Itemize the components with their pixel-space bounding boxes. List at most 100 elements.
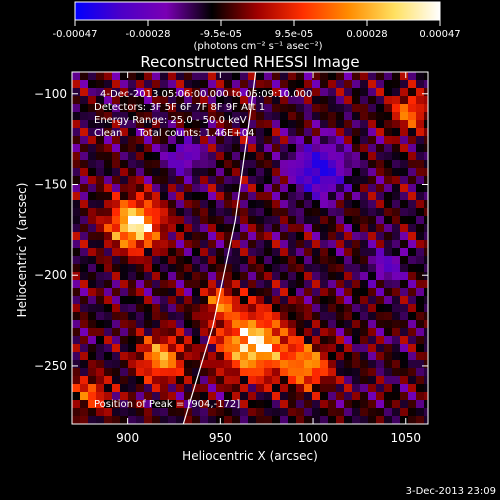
heatmap-cell bbox=[96, 160, 105, 169]
heatmap-cell bbox=[200, 360, 209, 369]
heatmap-cell bbox=[200, 80, 209, 89]
heatmap-cell bbox=[128, 288, 137, 297]
heatmap-cell bbox=[416, 416, 425, 424]
heatmap-cell bbox=[240, 128, 249, 137]
heatmap-cell bbox=[192, 248, 201, 257]
heatmap-cell bbox=[280, 264, 289, 273]
heatmap-cell bbox=[136, 136, 145, 145]
heatmap-cell bbox=[184, 256, 193, 265]
heatmap-cell bbox=[208, 272, 217, 281]
heatmap-cell bbox=[304, 160, 313, 169]
heatmap-cell bbox=[288, 88, 297, 97]
heatmap-cell bbox=[320, 312, 329, 321]
heatmap-cell bbox=[280, 360, 289, 369]
heatmap-cell bbox=[216, 136, 225, 145]
heatmap-cell bbox=[360, 304, 369, 313]
heatmap-cell bbox=[160, 288, 169, 297]
heatmap-cell bbox=[304, 136, 313, 145]
heatmap-cell bbox=[264, 112, 273, 121]
heatmap-cell bbox=[408, 416, 417, 424]
heatmap-cell bbox=[248, 192, 257, 201]
heatmap-cell bbox=[320, 88, 329, 97]
heatmap-cell bbox=[88, 192, 97, 201]
heatmap-cell bbox=[288, 304, 297, 313]
heatmap-cell bbox=[368, 272, 377, 281]
heatmap-cell bbox=[392, 112, 401, 121]
heatmap-cell bbox=[240, 232, 249, 241]
heatmap-cell bbox=[208, 360, 217, 369]
heatmap-cell bbox=[208, 200, 217, 209]
heatmap-cell bbox=[352, 320, 361, 329]
heatmap-cell bbox=[72, 136, 81, 145]
heatmap-cell bbox=[368, 136, 377, 145]
heatmap-cell bbox=[320, 256, 329, 265]
x-tick-label: 950 bbox=[209, 431, 232, 445]
heatmap-cell bbox=[288, 352, 297, 361]
heatmap-cell bbox=[336, 88, 345, 97]
heatmap-cell bbox=[256, 136, 265, 145]
heatmap-cell bbox=[72, 176, 81, 185]
heatmap-cell bbox=[400, 224, 409, 233]
heatmap-cell bbox=[192, 400, 201, 409]
heatmap-cell bbox=[144, 296, 153, 305]
heatmap-cell bbox=[272, 184, 281, 193]
heatmap-cell bbox=[320, 336, 329, 345]
heatmap-cell bbox=[400, 232, 409, 241]
heatmap-cell bbox=[216, 248, 225, 257]
heatmap-cell bbox=[336, 384, 345, 393]
heatmap-cell bbox=[288, 296, 297, 305]
heatmap-cell bbox=[376, 224, 385, 233]
heatmap-cell bbox=[112, 152, 121, 161]
heatmap-cell bbox=[232, 80, 241, 89]
heatmap-cell bbox=[96, 280, 105, 289]
heatmap-cell bbox=[360, 248, 369, 257]
heatmap-cell bbox=[424, 288, 428, 297]
heatmap-cell bbox=[224, 240, 233, 249]
heatmap-cell bbox=[360, 408, 369, 417]
heatmap-cell bbox=[320, 104, 329, 113]
heatmap-cell bbox=[208, 112, 217, 121]
heatmap-cell bbox=[376, 280, 385, 289]
heatmap-cell bbox=[352, 272, 361, 281]
heatmap-cell bbox=[352, 360, 361, 369]
x-tick-label: 1050 bbox=[390, 431, 421, 445]
heatmap-cell bbox=[384, 256, 393, 265]
heatmap-cell bbox=[400, 80, 409, 89]
heatmap-cell bbox=[136, 384, 145, 393]
heatmap-cell bbox=[184, 272, 193, 281]
heatmap-cell bbox=[368, 80, 377, 89]
heatmap-cell bbox=[208, 352, 217, 361]
heatmap-cell bbox=[248, 248, 257, 257]
heatmap-cell bbox=[216, 168, 225, 177]
heatmap-cell bbox=[200, 248, 209, 257]
heatmap-cell bbox=[392, 376, 401, 385]
heatmap-cell bbox=[232, 184, 241, 193]
heatmap-cell bbox=[96, 296, 105, 305]
heatmap-cell bbox=[384, 328, 393, 337]
heatmap-cell bbox=[72, 72, 81, 81]
heatmap-cell bbox=[104, 208, 113, 217]
heatmap-cell bbox=[160, 272, 169, 281]
heatmap-cell bbox=[336, 320, 345, 329]
heatmap-cell bbox=[288, 192, 297, 201]
heatmap-cell bbox=[336, 296, 345, 305]
heatmap-cell bbox=[200, 288, 209, 297]
heatmap-cell bbox=[144, 128, 153, 137]
heatmap-cell bbox=[88, 96, 97, 105]
heatmap-cell bbox=[328, 384, 337, 393]
heatmap-cell bbox=[408, 320, 417, 329]
heatmap-cell bbox=[104, 152, 113, 161]
heatmap-cell bbox=[272, 240, 281, 249]
heatmap-cell bbox=[280, 256, 289, 265]
y-axis-label: Heliocentric Y (arcsec) bbox=[15, 183, 29, 318]
heatmap-cell bbox=[72, 272, 81, 281]
heatmap-cell bbox=[128, 176, 137, 185]
heatmap-cell bbox=[408, 288, 417, 297]
heatmap-cell bbox=[296, 264, 305, 273]
heatmap-cell bbox=[296, 360, 305, 369]
heatmap-cell bbox=[416, 408, 425, 417]
heatmap-cell bbox=[184, 184, 193, 193]
heatmap-cell bbox=[232, 408, 241, 417]
heatmap-cell bbox=[296, 88, 305, 97]
heatmap-cell bbox=[112, 136, 121, 145]
